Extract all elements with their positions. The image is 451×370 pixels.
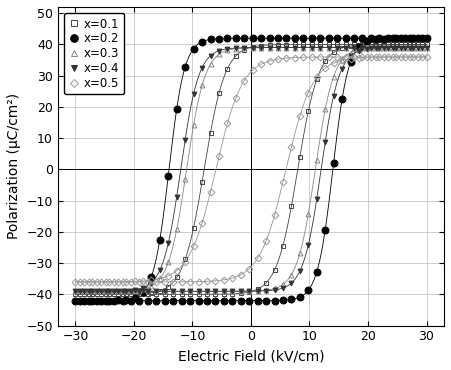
Y-axis label: Polarization (μC/cm²): Polarization (μC/cm²) (7, 93, 21, 239)
X-axis label: Electric Field (kV/cm): Electric Field (kV/cm) (178, 349, 324, 363)
Legend: x=0.1, x=0.2, x=0.3, x=0.4, x=0.5: x=0.1, x=0.2, x=0.3, x=0.4, x=0.5 (64, 13, 124, 94)
